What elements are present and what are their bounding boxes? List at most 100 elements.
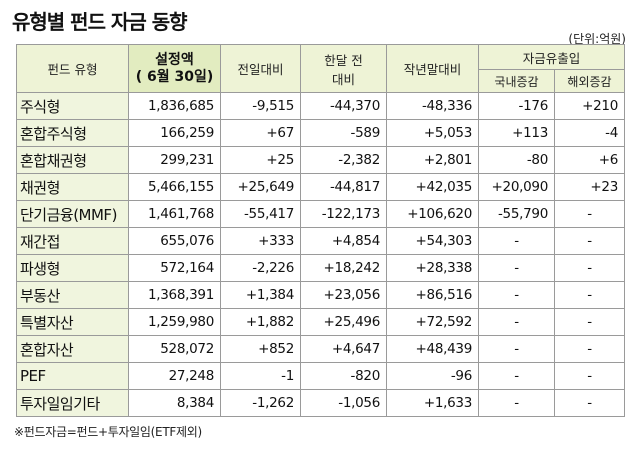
header-fund-type: 펀드 유형	[16, 44, 129, 93]
row-year-end: +5,053	[386, 119, 479, 147]
table-row: 채권형 5,466,155 +25,649 -44,817 +42,035 +20,090…	[16, 173, 626, 201]
header-overseas: 해외증감	[553, 69, 626, 93]
row-month: -589	[300, 119, 387, 147]
row-month: +18,242	[300, 254, 387, 282]
header-setup-amount: 설정액 ( 6월 30일)	[128, 44, 221, 93]
row-name: 투자일임기타	[16, 389, 129, 417]
row-year-end: -96	[386, 362, 479, 390]
row-name: 혼합채권형	[16, 146, 129, 174]
row-overseas: -	[553, 362, 626, 390]
table-row: 혼합채권형 299,231 +25 -2,382 +2,801 -80 +6	[16, 146, 626, 174]
row-name: PEF	[16, 362, 129, 390]
row-name: 혼합주식형	[16, 119, 129, 147]
row-prev-day: -1	[220, 362, 301, 390]
footnote: ※펀드자금=펀드+투자일임(ETF제외)	[14, 425, 202, 439]
header-setup-line2: ( 6월 30일)	[135, 68, 214, 85]
row-month: +25,496	[300, 308, 387, 336]
header-month: 한달 전 대비	[300, 44, 387, 93]
row-prev-day: -1,262	[220, 389, 301, 417]
row-prev-day: +333	[220, 227, 301, 255]
row-overseas: -	[553, 308, 626, 336]
row-domestic: -176	[478, 92, 555, 120]
header-subrow: 국내증감 해외증감	[17, 69, 626, 93]
row-domestic: -	[478, 227, 555, 255]
row-year-end: +106,620	[386, 200, 479, 228]
row-overseas: -	[553, 200, 626, 228]
row-domestic: +113	[478, 119, 555, 147]
row-month: -44,817	[300, 173, 387, 201]
row-year-end: +42,035	[386, 173, 479, 201]
row-year-end: +28,338	[386, 254, 479, 282]
page-title: 유형별 펀드 자금 동향	[12, 10, 187, 34]
row-overseas: +23	[553, 173, 626, 201]
row-prev-day: +852	[220, 335, 301, 363]
row-prev-day: -55,417	[220, 200, 301, 228]
row-name: 단기금융(MMF)	[16, 200, 129, 228]
table-row: 특별자산 1,259,980 +1,882 +25,496 +72,592- -	[16, 308, 626, 336]
row-prev-day: +25	[220, 146, 301, 174]
row-domestic: +20,090	[478, 173, 555, 201]
row-setup: 1,461,768	[128, 200, 221, 228]
row-overseas: -	[553, 335, 626, 363]
row-overseas: +6	[553, 146, 626, 174]
row-prev-day: +1,882	[220, 308, 301, 336]
row-prev-day: +25,649	[220, 173, 301, 201]
row-prev-day: -2,226	[220, 254, 301, 282]
row-year-end: +86,516	[386, 281, 479, 309]
row-name: 주식형	[16, 92, 129, 120]
row-setup: 1,259,980	[128, 308, 221, 336]
row-domestic: -	[478, 389, 555, 417]
row-month: -1,056	[300, 389, 387, 417]
table-row: 부동산 1,368,391 +1,384 +23,056 +86,516- -	[16, 281, 626, 309]
header-fund-flow: 자금유출입	[477, 44, 626, 70]
row-prev-day: +67	[220, 119, 301, 147]
row-overseas: -	[553, 281, 626, 309]
header-domestic: 국내증감	[478, 69, 555, 93]
row-prev-day: +1,384	[220, 281, 301, 309]
row-month: -122,173	[300, 200, 387, 228]
row-name: 혼합자산	[16, 335, 129, 363]
row-month: -820	[300, 362, 387, 390]
row-overseas: -	[553, 389, 626, 417]
row-year-end: +1,633	[386, 389, 479, 417]
row-name: 재간접	[16, 227, 129, 255]
table-row: 단기금융(MMF) 1,461,768 -55,417 -122,173 +106,62…	[16, 200, 626, 228]
row-overseas: -	[553, 227, 626, 255]
row-domestic: -	[478, 281, 555, 309]
row-setup: 528,072	[128, 335, 221, 363]
unit-label: (단위:억원)	[568, 32, 626, 46]
row-prev-day: -9,515	[220, 92, 301, 120]
row-overseas: -	[553, 254, 626, 282]
row-name: 특별자산	[16, 308, 129, 336]
row-year-end: +72,592	[386, 308, 479, 336]
header-row: 펀드 유형 설정액 ( 6월 30일) 전일대비 한달 전 대비 작년말대비 자…	[16, 44, 626, 93]
row-name: 부동산	[16, 281, 129, 309]
header-month-line1: 한달 전	[324, 52, 363, 68]
row-setup: 1,836,685	[128, 92, 221, 120]
row-setup: 8,384	[128, 389, 221, 417]
row-setup: 299,231	[128, 146, 221, 174]
row-domestic: -	[478, 335, 555, 363]
row-year-end: -48,336	[386, 92, 479, 120]
row-year-end: +2,801	[386, 146, 479, 174]
row-year-end: +54,303	[386, 227, 479, 255]
table-row: 혼합주식형 166,259 +67 -589 +5,053 +113 -4	[16, 119, 626, 147]
row-name: 채권형	[16, 173, 129, 201]
row-name: 파생형	[16, 254, 129, 282]
row-overseas: +210	[553, 92, 626, 120]
fund-flow-table: 펀드 유형 설정액 ( 6월 30일) 전일대비 한달 전 대비 작년말대비 자…	[16, 44, 626, 417]
table-row: 재간접 655,076 +333 +4,854 +54,303- -	[16, 227, 626, 255]
table-body: 주식형 1,836,685 -9,515 -44,370 -48,336 -176 +210…	[16, 92, 626, 417]
row-domestic: -55,790	[478, 200, 555, 228]
header-setup-line1: 설정액	[155, 51, 194, 68]
row-month: +4,647	[300, 335, 387, 363]
row-setup: 5,466,155	[128, 173, 221, 201]
row-month: +23,056	[300, 281, 387, 309]
header-month-line2: 대비	[331, 71, 355, 87]
row-setup: 166,259	[128, 119, 221, 147]
header-prev-day: 전일대비	[220, 44, 301, 93]
table-row: 파생형 572,164 -2,226 +18,242 +28,338- -	[16, 254, 626, 282]
row-month: +4,854	[300, 227, 387, 255]
row-domestic: -80	[478, 146, 555, 174]
